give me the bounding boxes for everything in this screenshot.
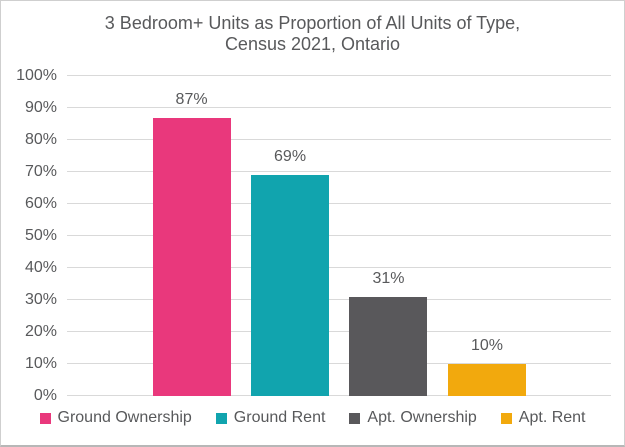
y-tick-label-100: 100% <box>16 67 57 84</box>
bar-ground-rent <box>251 175 330 396</box>
legend: Ground Ownership Ground Rent Apt. Ownershi… <box>1 408 624 428</box>
legend-label-apt-rent: Apt. Rent <box>518 409 586 426</box>
y-tick-label-40: 40% <box>24 259 57 276</box>
chart-title-line1: 3 Bedroom+ Units as Proportion of All Un… <box>104 13 521 33</box>
y-tick-label-20: 20% <box>24 323 57 340</box>
gridline-90 <box>67 107 611 108</box>
y-tick-label-30: 30% <box>24 291 57 308</box>
y-axis-labels: 0% 10% 20% 30% 40% 50% 60% 70% 80% 90% 100% <box>1 1 57 445</box>
y-tick-label-90: 90% <box>24 99 57 116</box>
y-tick-label-70: 70% <box>24 163 57 180</box>
legend-item-ground-rent: Ground Rent <box>215 408 326 428</box>
gridline-20 <box>67 331 611 332</box>
gridline-70 <box>67 171 611 172</box>
legend-swatch-ground-ownership <box>39 412 51 424</box>
bar-value-label-apt-rent: 10% <box>470 337 503 354</box>
y-tick-label-80: 80% <box>24 131 57 148</box>
legend-item-ground-ownership: Ground Ownership <box>39 408 192 428</box>
bar-value-label-apt-ownership: 31% <box>372 269 405 287</box>
bar-apt-rent <box>447 364 526 396</box>
y-tick-label-50: 50% <box>24 227 57 244</box>
gridline-30 <box>67 299 611 300</box>
gridline-0 <box>67 395 611 396</box>
y-tick-label-60: 60% <box>24 195 57 212</box>
chart-title: 3 Bedroom+ Units as Proportion of All Un… <box>1 13 624 55</box>
bar-ground-ownership <box>152 117 231 396</box>
legend-item-apt-rent: Apt. Rent <box>500 408 586 428</box>
bar-value-label-ground-rent: 69% <box>274 148 307 166</box>
y-tick-label-10: 10% <box>24 355 57 372</box>
gridline-80 <box>67 139 611 140</box>
gridline-100 <box>67 75 611 76</box>
gridline-60 <box>67 203 611 204</box>
chart-title-line2: Census 2021, Ontario <box>224 34 401 54</box>
plot-area: 87% 69% 31% 10% <box>67 75 611 396</box>
gridline-40 <box>67 267 611 268</box>
legend-swatch-apt-rent <box>500 412 512 424</box>
gridline-10 <box>67 363 611 364</box>
legend-item-apt-ownership: Apt. Ownership <box>349 408 477 428</box>
bar-apt-ownership <box>349 296 428 396</box>
legend-label-ground-ownership: Ground Ownership <box>57 409 192 426</box>
bar-value-label-ground-ownership: 87% <box>175 90 208 108</box>
legend-label-ground-rent: Ground Rent <box>233 409 326 426</box>
legend-label-apt-ownership: Apt. Ownership <box>367 409 477 426</box>
legend-swatch-apt-ownership <box>349 412 361 424</box>
y-tick-label-0: 0% <box>33 387 57 404</box>
legend-swatch-ground-rent <box>215 412 227 424</box>
gridline-50 <box>67 235 611 236</box>
